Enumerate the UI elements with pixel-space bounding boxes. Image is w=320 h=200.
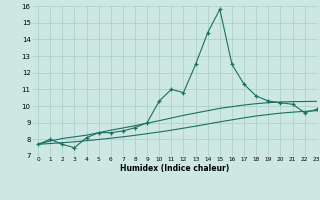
X-axis label: Humidex (Indice chaleur): Humidex (Indice chaleur) [120,164,229,173]
